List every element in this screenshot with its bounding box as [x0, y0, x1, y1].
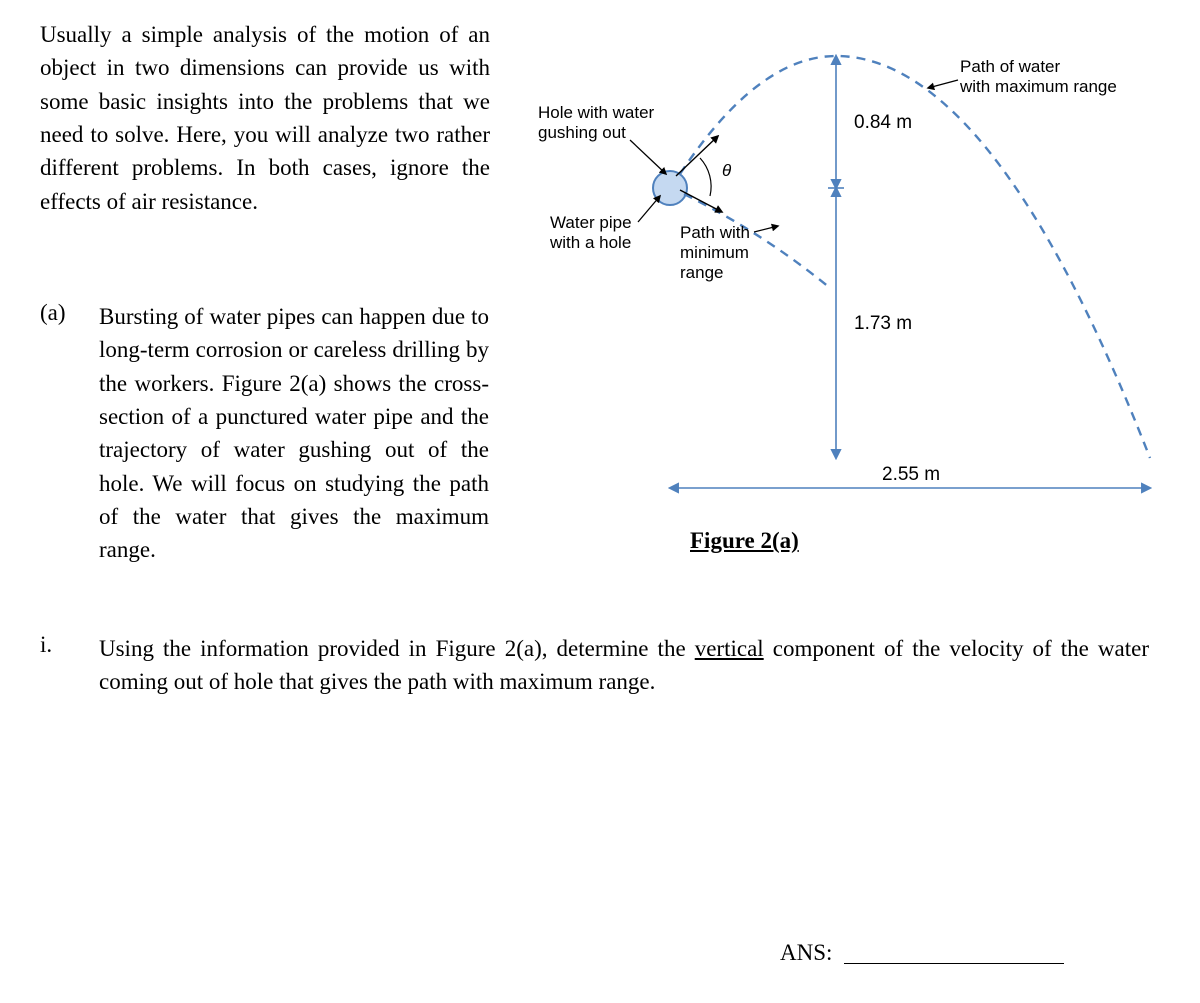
svg-text:2.55 m: 2.55 m [882, 464, 940, 485]
svg-text:with a hole: with a hole [549, 233, 631, 252]
svg-text:Hole with water: Hole with water [538, 103, 655, 122]
part-a-label: (a) [40, 300, 95, 326]
svg-text:with maximum range: with maximum range [959, 77, 1117, 96]
sub-question-i: i. Using the information provided in Fig… [40, 632, 1160, 699]
svg-text:Path with: Path with [680, 223, 750, 242]
figure-2a: θ 0.84 m 1.73 m 2.55 m Hole with watergushin… [530, 28, 1170, 568]
part-a: (a) Bursting of water pipes can happen d… [40, 300, 490, 567]
ans-line [844, 963, 1064, 964]
sub-i-underlined: vertical [695, 636, 764, 661]
answer-blank: ANS: [780, 940, 1064, 966]
sub-i-body: Using the information provided in Figure… [99, 632, 1149, 699]
svg-text:minimum: minimum [680, 243, 749, 262]
svg-text:Water pipe: Water pipe [550, 213, 632, 232]
sub-i-label: i. [40, 632, 95, 658]
sub-i-prefix: Using the information provided in Figure… [99, 636, 695, 661]
intro-paragraph: Usually a simple analysis of the motion … [40, 18, 490, 218]
ans-label: ANS: [780, 940, 832, 965]
figure-caption: Figure 2(a) [690, 528, 799, 554]
svg-text:gushing out: gushing out [538, 123, 626, 142]
svg-text:0.84 m: 0.84 m [854, 112, 912, 133]
svg-text:Path of water: Path of water [960, 57, 1061, 76]
svg-text:1.73 m: 1.73 m [854, 313, 912, 334]
part-a-body: Bursting of water pipes can happen due t… [99, 300, 489, 567]
svg-text:range: range [680, 263, 723, 282]
svg-text:θ: θ [722, 161, 732, 180]
